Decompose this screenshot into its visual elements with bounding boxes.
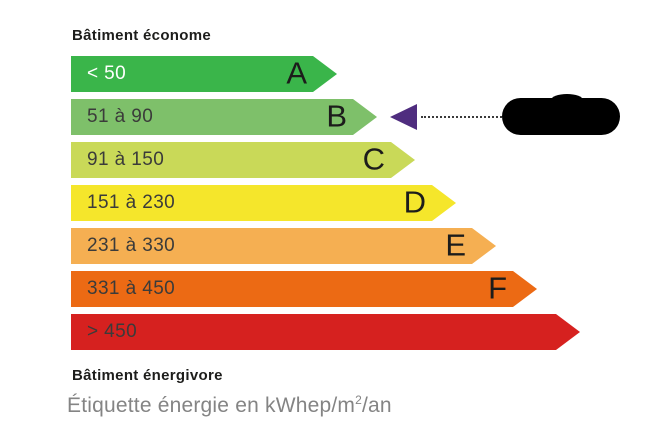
energy-intensive-building-label: Bâtiment énergivore	[72, 367, 223, 384]
energy-bar-a: < 50 A	[71, 56, 337, 92]
energy-bar-e: 231 à 330 E	[71, 228, 496, 264]
redacted-value-overlay-bump	[551, 94, 583, 106]
range-label: < 50	[87, 63, 127, 84]
range-label: 51 à 90	[87, 106, 154, 127]
energy-bar-d: 151 à 230 D	[71, 185, 456, 221]
energy-bar-g: > 450	[71, 314, 580, 350]
grade-letter: A	[286, 55, 307, 91]
grade-letter: C	[362, 141, 385, 177]
economical-building-label: Bâtiment économe	[72, 27, 211, 44]
range-label: 91 à 150	[87, 149, 165, 170]
range-label: 151 à 230	[87, 192, 176, 213]
caption-text: Étiquette énergie en kWhep/m	[67, 394, 356, 417]
grade-letter: B	[326, 98, 347, 134]
range-label: > 450	[87, 321, 138, 342]
grade-letter: F	[488, 270, 507, 306]
range-label: 231 à 330	[87, 235, 176, 256]
indicator-dotted-line	[421, 116, 502, 118]
energy-bar-b: 51 à 90 B	[71, 99, 377, 135]
caption-superscript: 2	[355, 393, 362, 407]
range-label: 331 à 450	[87, 278, 176, 299]
grade-letter: E	[445, 227, 466, 263]
energy-bar-c: 91 à 150 C	[71, 142, 415, 178]
grade-letter: D	[403, 184, 426, 220]
energy-bar-f: 331 à 450 F	[71, 271, 537, 307]
caption-text-suffix: /an	[361, 394, 392, 417]
selected-grade-arrow-icon	[390, 104, 417, 130]
caption: Étiquette énergie en kWhep/m2/an	[67, 394, 392, 418]
